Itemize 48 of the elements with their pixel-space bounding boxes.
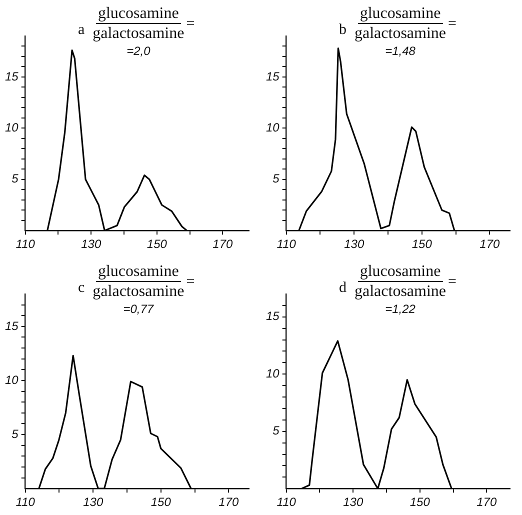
annotation: galactosamine xyxy=(354,24,448,43)
annotation: galactosamine xyxy=(354,282,448,301)
x-tick-label: 130 xyxy=(81,237,102,252)
annotation: =2,0 xyxy=(126,44,150,58)
text: glucosamine xyxy=(358,4,443,24)
chart-title: d xyxy=(339,280,346,297)
x-tick-label: 130 xyxy=(343,495,364,510)
x-tick-label: 150 xyxy=(412,237,432,252)
y-tick-label: 15 xyxy=(4,318,19,333)
x-tick-label: 110 xyxy=(276,237,296,252)
text: glucosamine xyxy=(96,262,181,282)
chart-title: b xyxy=(339,22,346,39)
y-tick-label: 5 xyxy=(12,426,19,441)
annotation: galactosamine xyxy=(92,282,186,301)
annotation: =1,22 xyxy=(385,302,416,316)
chart-title: a xyxy=(78,22,85,39)
y-tick-label: 15 xyxy=(4,69,19,84)
x-tick-label: 170 xyxy=(212,237,234,252)
annotation: galactosamine xyxy=(92,24,186,43)
text: = xyxy=(186,274,195,291)
y-tick-label: 10 xyxy=(266,366,280,380)
y-tick-label: 15 xyxy=(266,309,280,324)
x-tick-label: 170 xyxy=(218,495,239,510)
y-tick-label: 10 xyxy=(4,120,19,135)
x-tick-label: 110 xyxy=(16,237,36,252)
x-tick-label: 150 xyxy=(150,495,172,510)
y-tick-label: 5 xyxy=(12,172,19,186)
y-tick-label: 10 xyxy=(4,372,19,387)
y-tick-label: 15 xyxy=(266,69,280,84)
text: glucosamine xyxy=(96,4,181,24)
x-tick-label: 130 xyxy=(344,237,364,252)
text: = xyxy=(448,274,456,291)
x-tick-label: 110 xyxy=(276,495,296,510)
text: = xyxy=(186,16,195,33)
y-tick-label: 5 xyxy=(272,172,280,186)
y-tick-label: 5 xyxy=(272,424,280,438)
annotation: =0,77 xyxy=(123,302,154,316)
x-tick-label: 170 xyxy=(480,237,500,252)
text: glucosamine xyxy=(358,262,443,282)
x-tick-label: 110 xyxy=(16,495,36,510)
x-tick-label: 150 xyxy=(146,237,168,252)
text: = xyxy=(448,16,456,33)
annotation: =1,48 xyxy=(385,44,416,58)
x-tick-label: 170 xyxy=(476,495,497,510)
x-tick-label: 150 xyxy=(410,495,430,510)
x-tick-label: 130 xyxy=(83,495,104,510)
y-tick-label: 10 xyxy=(266,120,280,135)
chart-title: c xyxy=(78,280,85,297)
